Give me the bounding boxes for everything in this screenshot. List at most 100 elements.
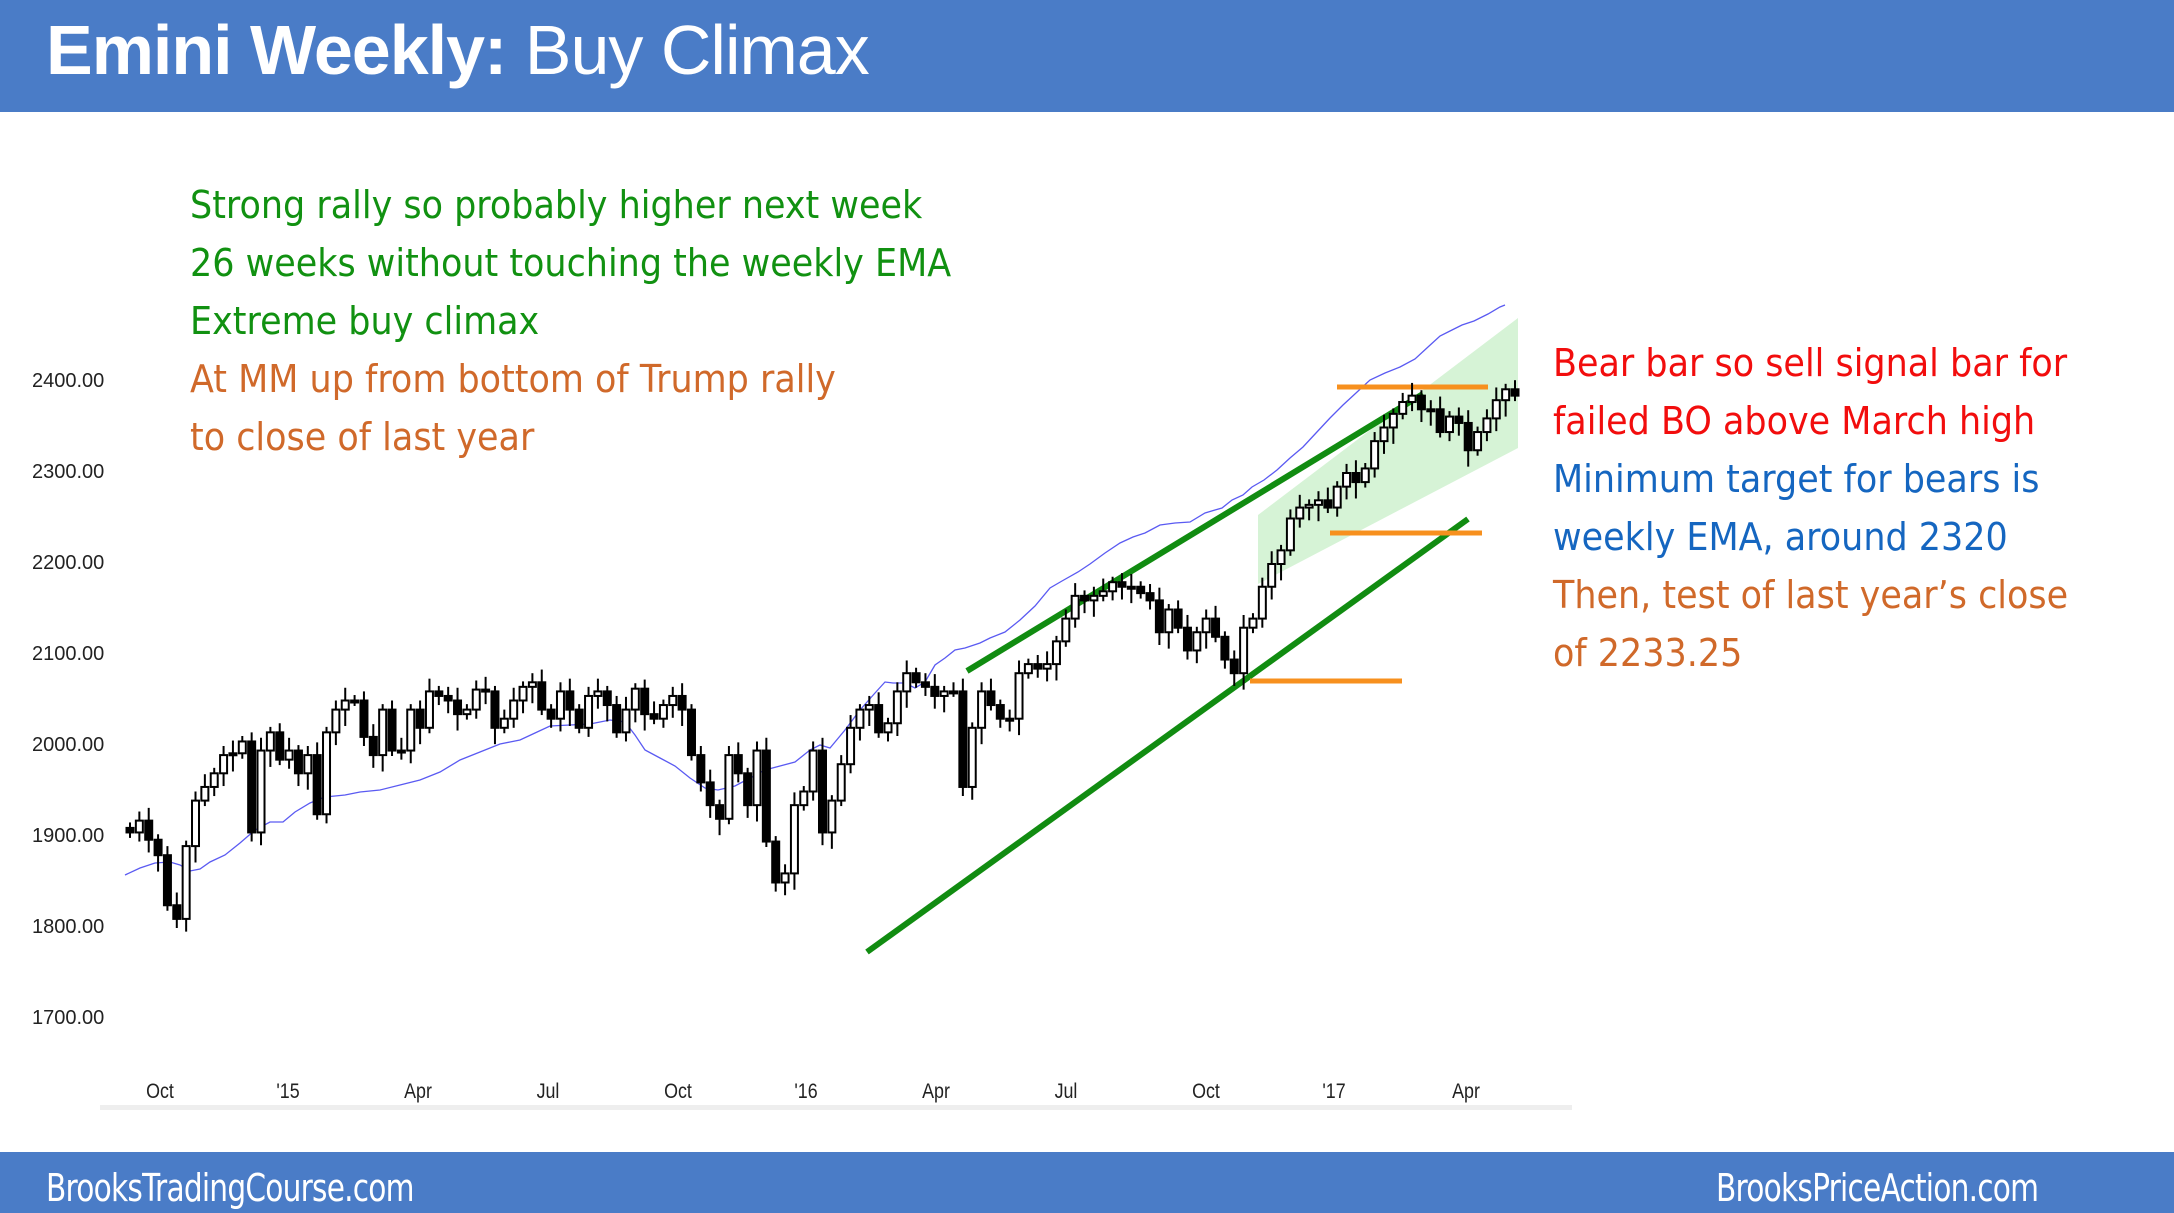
bull-candle [630, 687, 640, 711]
bull-candle [808, 749, 818, 793]
bull-candle [396, 749, 406, 754]
footer-brooks-trading-course[interactable]: BrooksTradingCourse.com [46, 1166, 415, 1210]
x-tick-oct-16: Oct [1192, 1080, 1220, 1103]
bull-candle [855, 708, 865, 729]
bull-candle [1491, 399, 1501, 420]
x-tick-17: '17 [1322, 1080, 1346, 1103]
y-tick-2100: 2100.00 [32, 643, 105, 665]
bull-candle [1482, 417, 1492, 434]
x-tick-apr-15: Apr [404, 1080, 432, 1103]
bull-candle [780, 872, 790, 884]
y-tick-2300: 2300.00 [32, 461, 105, 483]
bear-candle [453, 699, 463, 716]
bull-candle [1332, 485, 1342, 509]
bull-candle [1108, 581, 1118, 593]
bull-candle [462, 708, 472, 716]
bull-candle [593, 690, 603, 697]
footer-brooks-price-action[interactable]: BrooksPriceAction.com [1716, 1166, 2039, 1210]
bear-candle [649, 713, 659, 720]
bear-candle [368, 735, 378, 757]
bear-candle [565, 690, 575, 711]
bear-candle [1033, 663, 1043, 670]
note-2233: of 2233.25 [1553, 631, 1743, 675]
bear-candle [995, 704, 1005, 720]
bull-candle [939, 690, 949, 697]
right-annotations: Bear bar so sell signal bar for failed B… [1553, 334, 2068, 682]
bull-candle [1313, 499, 1323, 506]
bull-candle [1051, 640, 1061, 666]
bear-candle [1145, 592, 1155, 602]
bull-candle [378, 708, 388, 757]
bull-candle [1014, 672, 1024, 720]
bull-candle [1070, 594, 1080, 620]
title-bold: Emini Weekly: [46, 11, 507, 89]
bull-candle [668, 694, 678, 707]
bull-candle [1473, 431, 1483, 452]
bear-candle [686, 708, 696, 757]
bear-candle [1173, 608, 1183, 629]
y-tick-1900: 1900.00 [32, 825, 105, 847]
bear-candle [481, 688, 491, 693]
bear-candle [144, 819, 154, 841]
bear-candle [1182, 626, 1192, 652]
bear-candle [612, 704, 622, 734]
bear-candle [1416, 394, 1426, 411]
channel-upper-line [965, 391, 1425, 674]
note-weekly-ema: weekly EMA, around 2320 [1553, 515, 2008, 559]
bull-candle [471, 688, 481, 711]
bear-candle [1323, 499, 1333, 509]
bull-candle [209, 772, 219, 788]
title-bar [0, 0, 2174, 112]
bull-candle [424, 690, 434, 729]
bull-candle [1444, 415, 1454, 434]
bull-candle [1267, 563, 1277, 588]
bull-candle [1426, 408, 1436, 413]
bull-candle [949, 690, 959, 695]
bear-candle [986, 690, 996, 707]
bull-candle [892, 690, 902, 725]
y-tick-2000: 2000.00 [32, 734, 105, 756]
bear-candle [247, 740, 257, 834]
bull-candle [256, 749, 266, 834]
bear-candle [1229, 658, 1239, 675]
bear-candle [743, 772, 753, 807]
bull-candle [967, 726, 977, 788]
bear-candle [1117, 581, 1127, 588]
x-axis-scrollbar[interactable] [100, 1105, 1572, 1110]
bear-candle [1463, 421, 1473, 452]
bear-candle [1080, 594, 1090, 602]
bear-candle [818, 749, 827, 834]
bear-candle [715, 804, 725, 820]
bear-candle [359, 699, 369, 738]
x-tick-jul-15: Jul [536, 1080, 560, 1103]
bull-candle [1042, 663, 1052, 670]
note-close-last-year: to close of last year [190, 415, 535, 459]
bear-candle [490, 690, 500, 729]
bear-candle [537, 681, 547, 711]
bull-candle [752, 749, 762, 807]
note-bear-bar: Bear bar so sell signal bar for [1553, 341, 2068, 385]
bear-candle [293, 749, 303, 775]
bear-candle [1510, 388, 1520, 397]
bull-candle [977, 690, 987, 729]
bear-candle [705, 781, 715, 807]
bull-candle [322, 731, 332, 816]
bear-candle [574, 708, 584, 729]
note-mm-up: At MM up from bottom of Trump rally [190, 357, 836, 401]
bull-candle [1239, 626, 1249, 675]
bull-candle [1388, 412, 1398, 429]
bear-candle [640, 687, 650, 716]
ema-line [124, 304, 1506, 876]
note-strong-rally: Strong rally so probably higher next wee… [190, 183, 923, 227]
bull-candle [350, 699, 360, 704]
bull-candle [1379, 426, 1389, 443]
bear-candle [1154, 599, 1164, 634]
bull-candle [1257, 585, 1267, 620]
bull-candle [509, 699, 519, 720]
y-tick-2200: 2200.00 [32, 552, 105, 574]
bear-candle [1454, 415, 1464, 424]
bull-candle [1098, 590, 1108, 597]
bear-candle [153, 838, 163, 857]
bull-candle [836, 763, 846, 802]
page-title: Emini Weekly: Buy Climax [46, 10, 870, 90]
